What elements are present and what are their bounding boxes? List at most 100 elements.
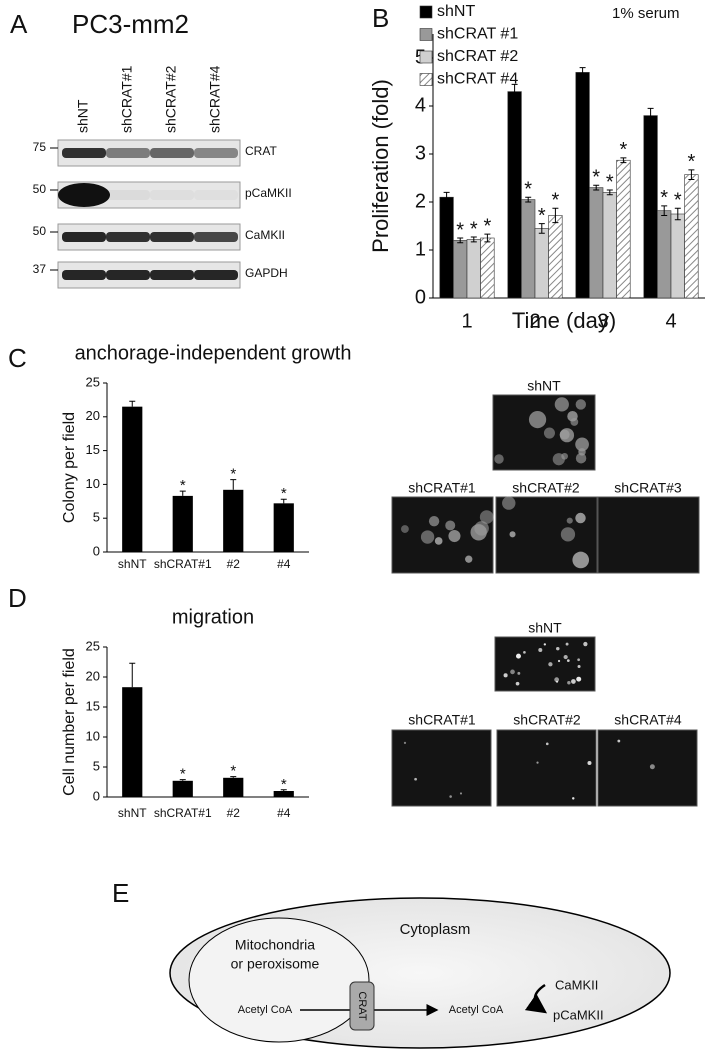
y-tick-label: 5 [93,510,100,525]
lane-label: shCRAT#1 [119,65,135,133]
error-bar [674,207,681,221]
y-axis-label: Cell number per field [61,648,78,796]
significance: * [281,485,287,502]
x-tick-label: shCRAT#1 [154,557,212,571]
bar [548,215,563,299]
micrograph-spot [414,777,417,781]
micrograph-spot [528,410,547,429]
micrograph [494,636,596,692]
image-label: shCRAT#1 [408,712,476,728]
micrograph-spot [403,741,407,745]
error-bar [647,107,654,124]
x-tick-label: shNT [118,557,147,571]
micrograph-spot [510,669,515,675]
y-tick-label: 25 [86,374,100,389]
y-axis-label: Proliferation (fold) [368,79,393,253]
image-label: shCRAT#2 [512,480,580,496]
blot-band [62,232,106,242]
micrograph-spot [445,520,456,531]
error-bar [280,789,287,791]
bar [670,213,685,299]
band-name: pCaMKII [245,186,292,200]
panel-letter: E [112,878,129,908]
blot-band [62,148,106,158]
bar [439,196,454,299]
crat-box [349,981,375,1031]
error-bar [457,237,464,244]
significance: * [538,205,546,227]
y-tick-label: 25 [86,638,100,653]
significance: * [456,219,464,241]
blot-band [150,232,194,242]
error-bar [579,67,586,78]
micrograph-spot [570,418,579,426]
significance: * [230,466,236,483]
legend-label: shCRAT #4 [437,71,518,88]
bar [657,210,672,299]
bar [172,495,193,552]
bar [466,239,481,299]
blot-band [62,270,106,280]
legend-swatch [419,5,433,19]
bar [172,780,193,797]
blot-band [106,148,150,158]
lane-label: shCRAT#2 [163,65,179,133]
x-tick-label: 4 [665,310,676,332]
chart-title: anchorage-independent growth [75,342,352,364]
bar [602,192,617,299]
micrograph-spot [554,397,569,412]
micrograph-spot [556,646,560,651]
blot-band [106,232,150,242]
micrograph-spot [566,659,570,662]
micrograph-spot [552,453,565,466]
error-bar [484,233,491,243]
significance: * [620,139,628,161]
micrograph-spot [420,530,435,544]
micrograph-spot [571,679,576,684]
micrograph-spot [523,651,526,654]
error-bar [179,490,186,496]
micrograph [597,729,698,807]
phospho-arrow [524,983,548,1014]
error-bar [538,223,545,234]
image-label: shCRAT#4 [614,712,682,728]
micrograph-spot [502,496,516,510]
image-label: shCRAT#1 [408,480,476,496]
marker-label: 50 [33,224,47,238]
micrograph-spot [576,676,582,682]
y-tick-label: 20 [86,668,100,683]
blot-band [150,148,194,158]
micrograph-spot [448,530,461,543]
cytoplasm-label: Cytoplasm [400,921,471,938]
significance: * [180,766,186,783]
band-name: CRAT [245,144,277,158]
bar [122,687,143,797]
bar [534,228,549,299]
bar [273,503,294,552]
micrograph-spot [400,525,409,533]
blot-band [194,190,238,200]
substrate-label: Acetyl CoA [238,1004,293,1016]
legend-label: shNT [437,3,475,20]
bar [575,72,590,299]
error-bar [688,169,695,180]
micrograph-spot [545,742,549,746]
micrograph-spot [577,664,581,668]
bar [643,115,658,299]
x-tick-label: shCRAT#1 [154,806,212,820]
micrograph [496,729,597,807]
x-tick-label: 3 [597,310,608,332]
x-tick-label: #4 [277,557,291,571]
error-bar [280,498,287,504]
image-label: shCRAT#2 [513,712,581,728]
x-tick-label: 2 [529,310,540,332]
phospho-label: pCaMKII [553,1007,604,1022]
error-bar [129,400,136,407]
error-bar [593,184,600,191]
bar [589,187,604,299]
y-tick-label: 1 [415,238,426,260]
chart-subtitle: 1% serum [612,5,680,22]
legend-swatch [419,73,433,86]
significance: * [524,178,532,200]
